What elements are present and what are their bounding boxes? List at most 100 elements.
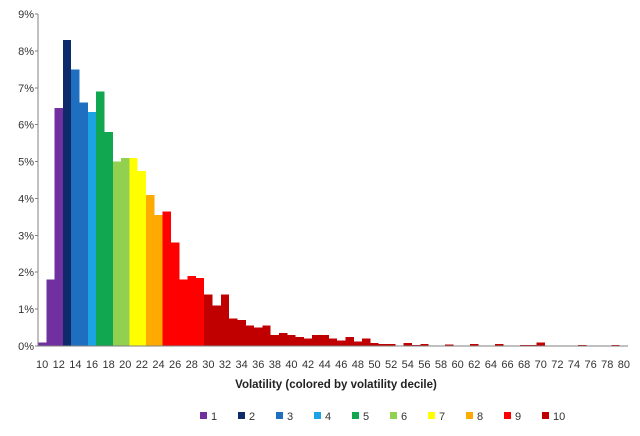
x-tick-label: 50 xyxy=(368,359,380,371)
bar-decile-5 xyxy=(96,91,105,346)
bar-decile-2 xyxy=(62,39,72,346)
bar-decile-7 xyxy=(137,170,147,346)
bar-decile-8 xyxy=(146,194,155,346)
bar-decile-10 xyxy=(320,334,329,346)
x-tick-label: 52 xyxy=(385,359,397,371)
x-tick-label: 24 xyxy=(152,359,164,371)
bar-decile-10 xyxy=(519,344,529,346)
x-tick-label: 56 xyxy=(418,359,430,371)
bar-decile-10 xyxy=(254,327,263,346)
x-tick-label: 80 xyxy=(618,359,630,371)
bar-decile-10 xyxy=(229,318,238,346)
bar-decile-1 xyxy=(54,108,63,346)
bar-decile-10 xyxy=(245,325,255,346)
histogram-bars xyxy=(38,39,628,346)
legend-label-3: 3 xyxy=(287,411,293,423)
bar-decile-10 xyxy=(262,325,271,346)
bar-decile-10 xyxy=(378,343,388,346)
legend-swatch-10 xyxy=(542,412,549,419)
y-tick-label: 1% xyxy=(18,304,34,316)
x-tick-label: 44 xyxy=(319,359,331,371)
x-tick-label: 38 xyxy=(269,359,281,371)
bar-decile-3 xyxy=(71,69,80,346)
bar-decile-10 xyxy=(578,344,587,346)
x-tick-label: 32 xyxy=(219,359,231,371)
bar-decile-10 xyxy=(403,343,412,346)
bar-decile-10 xyxy=(411,344,421,346)
bar-decile-5 xyxy=(104,132,113,346)
bar-decile-1 xyxy=(46,279,55,346)
bar-decile-10 xyxy=(470,344,479,346)
bar-decile-9 xyxy=(170,242,180,346)
y-tick-labels: 0% 1% 2% 3% 4% 5% 6% 7% 8% 9% xyxy=(18,9,34,353)
legend-label-9: 9 xyxy=(515,411,521,423)
bar-decile-10 xyxy=(295,336,304,346)
y-tick-label: 4% xyxy=(18,193,34,205)
bar-decile-10 xyxy=(220,294,230,346)
x-tick-label: 62 xyxy=(468,359,480,371)
bar-decile-10 xyxy=(270,334,279,346)
x-tick-label: 34 xyxy=(235,359,247,371)
legend-swatch-3 xyxy=(276,412,283,419)
x-tick-label: 20 xyxy=(119,359,131,371)
x-tick-label: 40 xyxy=(285,359,297,371)
x-tick-label: 30 xyxy=(202,359,214,371)
y-tick-label: 2% xyxy=(18,267,34,279)
legend-swatch-8 xyxy=(466,412,473,419)
axes xyxy=(35,13,628,347)
x-tick-label: 28 xyxy=(186,359,198,371)
bar-decile-10 xyxy=(420,344,429,346)
x-tick-label: 76 xyxy=(584,359,596,371)
bar-decile-10 xyxy=(337,340,346,346)
bar-decile-10 xyxy=(387,344,396,346)
legend-label-6: 6 xyxy=(401,411,407,423)
x-tick-label: 58 xyxy=(435,359,447,371)
bar-decile-10 xyxy=(237,320,246,346)
bar-decile-8 xyxy=(154,215,163,346)
x-tick-label: 70 xyxy=(535,359,547,371)
legend-swatch-1 xyxy=(200,412,207,419)
bar-decile-7 xyxy=(129,157,138,346)
x-axis-title: Volatility (colored by volatility decile… xyxy=(235,379,437,391)
legend-label-2: 2 xyxy=(249,411,255,423)
bar-decile-3 xyxy=(79,102,88,346)
bar-decile-10 xyxy=(212,305,221,346)
x-tick-label: 10 xyxy=(36,359,48,371)
bar-decile-9 xyxy=(187,275,196,346)
bar-decile-10 xyxy=(345,336,354,346)
bar-decile-10 xyxy=(528,344,537,346)
legend-label-4: 4 xyxy=(325,411,331,423)
x-tick-labels: 10 12 14 16 18 20 22 24 26 28 30 32 34 36 38 40 42 44 46 48… xyxy=(36,359,630,371)
x-tick-label: 42 xyxy=(302,359,314,371)
bar-decile-9 xyxy=(162,211,171,346)
bar-decile-10 xyxy=(328,338,338,346)
x-tick-label: 46 xyxy=(335,359,347,371)
bar-decile-10 xyxy=(303,338,313,346)
bar-decile-9 xyxy=(195,277,205,346)
bar-decile-9 xyxy=(179,279,188,346)
bar-decile-10 xyxy=(278,333,288,346)
bar-decile-10 xyxy=(312,334,321,346)
x-tick-label: 14 xyxy=(69,359,81,371)
legend-swatch-9 xyxy=(504,412,511,419)
legend-swatch-5 xyxy=(352,412,359,419)
x-tick-label: 68 xyxy=(518,359,530,371)
bar-decile-10 xyxy=(536,342,545,346)
x-tick-label: 74 xyxy=(568,359,580,371)
x-tick-label: 26 xyxy=(169,359,181,371)
bar-decile-10 xyxy=(370,343,379,346)
x-tick-label: 36 xyxy=(252,359,264,371)
bar-decile-4 xyxy=(87,111,97,346)
x-tick-label: 22 xyxy=(136,359,148,371)
y-tick-label: 7% xyxy=(18,83,34,95)
legend-label-7: 7 xyxy=(439,411,445,423)
x-tick-label: 72 xyxy=(551,359,563,371)
x-tick-label: 54 xyxy=(402,359,414,371)
bar-decile-6 xyxy=(121,157,130,346)
legend: 1 2 3 4 5 6 7 8 9 10 xyxy=(200,411,565,423)
bar-decile-10 xyxy=(204,294,213,346)
x-tick-label: 48 xyxy=(352,359,364,371)
bar-decile-10 xyxy=(353,341,363,346)
legend-swatch-6 xyxy=(390,412,397,419)
